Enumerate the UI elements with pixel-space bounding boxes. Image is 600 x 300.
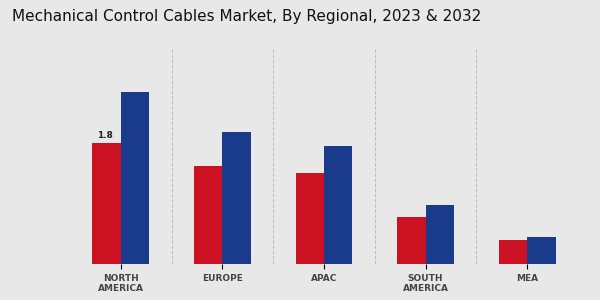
Bar [194,166,223,264]
Bar [121,92,149,264]
Text: 1.8: 1.8 [97,131,113,140]
Bar [296,173,324,264]
Text: Mechanical Control Cables Market, By Regional, 2023 & 2032: Mechanical Control Cables Market, By Reg… [12,9,481,24]
Bar [527,237,556,264]
Bar [324,146,352,264]
Bar [92,142,121,264]
Bar [499,240,527,264]
Bar [425,205,454,264]
Bar [397,217,425,264]
Bar [223,132,251,264]
